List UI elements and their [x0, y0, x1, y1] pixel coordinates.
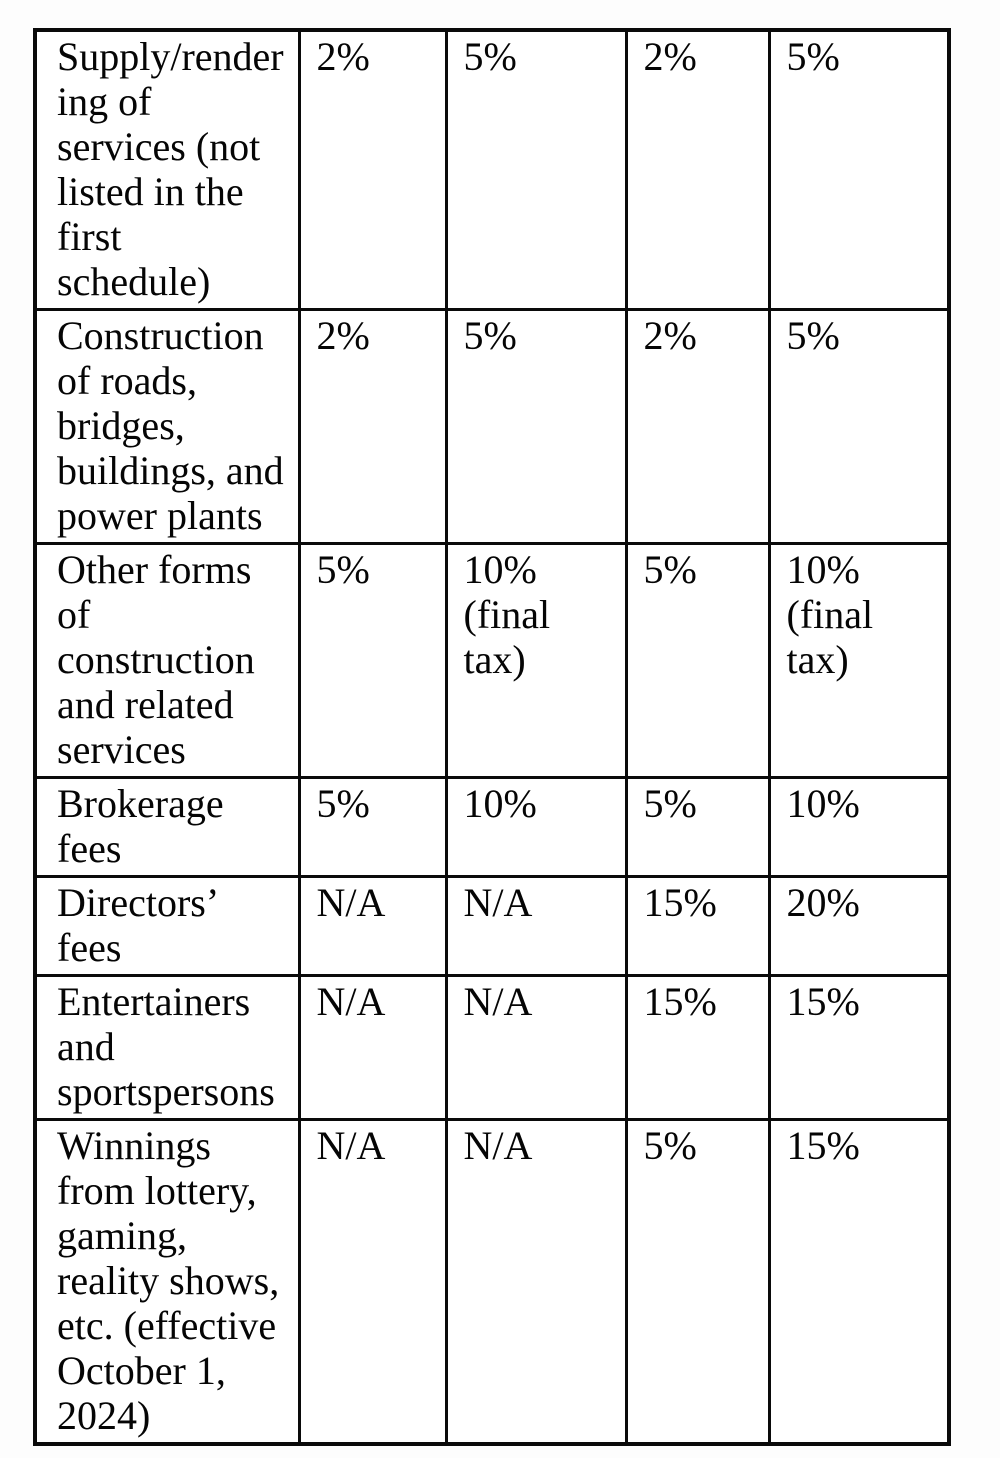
row-label: Brokerage fees: [33, 776, 301, 878]
rate-cell: 10% (final tax): [444, 542, 628, 779]
rate-cell: 5%: [767, 28, 951, 311]
rate-cell: 10% (final tax): [767, 542, 951, 779]
rate-cell: 2%: [297, 308, 448, 545]
rate-cell: 10%: [444, 776, 628, 878]
rate-cell: 5%: [297, 776, 448, 878]
rate-cell: 5%: [444, 308, 628, 545]
rate-cell: 2%: [297, 28, 448, 311]
table-row: Directors’ fees N/A N/A 15% 20%: [33, 875, 951, 977]
table-row: Other forms of construction and related …: [33, 542, 951, 779]
rate-cell: 10%: [767, 776, 951, 878]
table-row: Brokerage fees 5% 10% 5% 10%: [33, 776, 951, 878]
rate-cell: 2%: [624, 308, 771, 545]
rate-cell: 15%: [624, 974, 771, 1121]
rate-cell: N/A: [297, 1118, 448, 1446]
rate-cell: 15%: [624, 875, 771, 977]
tax-rates-table: Supply/render ing of services (not liste…: [33, 28, 951, 1446]
table-row: Winnings from lottery, gaming, reality s…: [33, 1118, 951, 1446]
row-label: Winnings from lottery, gaming, reality s…: [33, 1118, 301, 1446]
rate-cell: 5%: [624, 776, 771, 878]
rate-cell: N/A: [444, 974, 628, 1121]
table-row: Entertainers and sportspersons N/A N/A 1…: [33, 974, 951, 1121]
row-label: Entertainers and sportspersons: [33, 974, 301, 1121]
rate-cell: 15%: [767, 974, 951, 1121]
rate-cell: N/A: [297, 974, 448, 1121]
rate-cell: N/A: [297, 875, 448, 977]
table-row: Supply/render ing of services (not liste…: [33, 28, 951, 311]
rate-cell: N/A: [444, 875, 628, 977]
rate-cell: N/A: [444, 1118, 628, 1446]
rate-cell: 20%: [767, 875, 951, 977]
row-label: Construction of roads, bridges, building…: [33, 308, 301, 545]
rate-cell: 2%: [624, 28, 771, 311]
rate-cell: 15%: [767, 1118, 951, 1446]
rate-cell: 5%: [767, 308, 951, 545]
table-row: Construction of roads, bridges, building…: [33, 308, 951, 545]
rate-cell: 5%: [297, 542, 448, 779]
rate-cell: 5%: [624, 1118, 771, 1446]
row-label: Directors’ fees: [33, 875, 301, 977]
row-label: Other forms of construction and related …: [33, 542, 301, 779]
row-label: Supply/render ing of services (not liste…: [33, 28, 301, 311]
rate-cell: 5%: [624, 542, 771, 779]
rate-cell: 5%: [444, 28, 628, 311]
